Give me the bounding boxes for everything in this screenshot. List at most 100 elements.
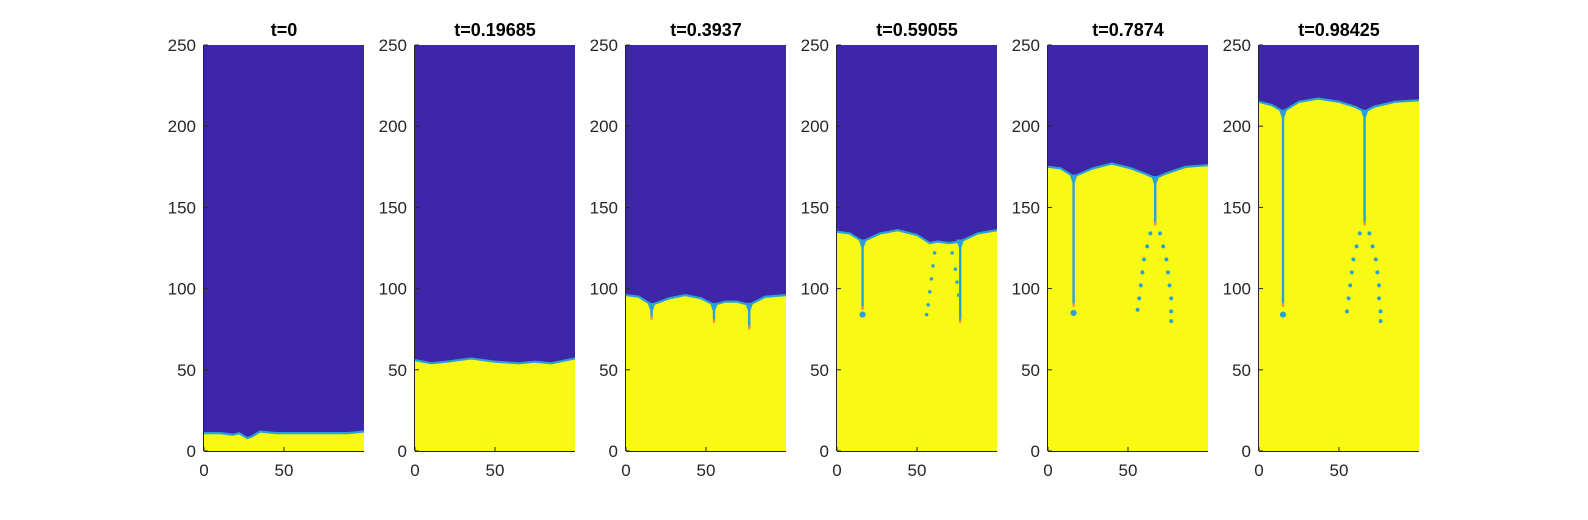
finger-2 [956, 239, 965, 322]
finger-tip [1154, 221, 1157, 226]
interface-line [1258, 97, 1420, 113]
droplet [1145, 244, 1150, 249]
droplet [950, 251, 954, 255]
y-tick-label: 150 [801, 198, 829, 217]
droplet [1137, 296, 1142, 301]
y-tick-label: 150 [1012, 198, 1040, 217]
panel-title: t=0.98425 [1298, 20, 1380, 40]
droplet [1351, 257, 1356, 262]
droplet [1348, 283, 1353, 288]
x-tick-label: 0 [1254, 461, 1263, 480]
y-tick-label: 200 [801, 117, 829, 136]
droplet [1367, 231, 1372, 236]
droplet [1169, 309, 1174, 314]
finger-2 [1360, 109, 1369, 224]
y-tick-label: 50 [1021, 361, 1040, 380]
x-tick-label: 50 [1330, 461, 1349, 480]
finger-2 [1151, 176, 1160, 224]
finger-1 [647, 302, 656, 318]
droplet [1148, 231, 1153, 236]
y-tick-label: 0 [1242, 442, 1251, 461]
y-tick-label: 200 [1012, 117, 1040, 136]
droplet [1167, 283, 1172, 288]
droplet [1142, 257, 1146, 262]
y-tick-label: 200 [590, 117, 618, 136]
panel-title: t=0.7874 [1092, 20, 1164, 40]
droplet [956, 293, 961, 297]
droplet [1345, 309, 1349, 314]
droplet [1370, 244, 1375, 249]
y-tick-label: 50 [1232, 361, 1251, 380]
interface-line [1047, 162, 1209, 180]
x-tick-label: 50 [275, 461, 294, 480]
droplet [1169, 319, 1174, 324]
droplet [1357, 231, 1362, 236]
finger-tip [713, 319, 715, 324]
phase-bottom-region [1259, 98, 1419, 451]
y-tick-label: 50 [810, 361, 829, 380]
y-tick-label: 0 [187, 442, 196, 461]
droplet [1377, 296, 1381, 301]
droplet [926, 303, 930, 307]
droplet [1169, 296, 1174, 301]
finger-1 [1069, 174, 1078, 305]
y-tick-label: 100 [168, 280, 196, 299]
panel-title: t=0.3937 [670, 20, 742, 40]
droplet [955, 280, 959, 284]
y-tick-label: 250 [1223, 36, 1251, 55]
x-tick-label: 50 [1119, 461, 1138, 480]
droplet [1373, 257, 1378, 262]
y-tick-label: 0 [1031, 442, 1040, 461]
y-tick-label: 250 [801, 36, 829, 55]
finger-tip [959, 319, 962, 324]
panel-1: 0 50 100 150 200 250 0 50 t=0 [168, 20, 365, 480]
y-tick-label: 0 [609, 442, 618, 461]
phase-top-region [204, 45, 364, 451]
y-tick-label: 250 [379, 36, 407, 55]
droplet [931, 264, 935, 268]
y-tick-label: 250 [168, 36, 196, 55]
x-tick-label: 0 [832, 461, 841, 480]
phase-bottom-region [415, 358, 575, 451]
panel-2: 0 50 100 150 200 250 0 50 t=0.19685 [379, 20, 576, 480]
y-tick-label: 150 [590, 198, 618, 217]
y-tick-label: 250 [590, 36, 618, 55]
finger-tip [1363, 221, 1366, 226]
y-tick-label: 150 [168, 198, 196, 217]
droplet [1349, 270, 1354, 275]
x-tick-label: 50 [697, 461, 716, 480]
droplet [928, 290, 932, 294]
panel-4: 0 50 100 150 200 250 0 50 t=0.59055 [801, 20, 998, 480]
y-tick-label: 100 [801, 280, 829, 299]
x-tick-label: 0 [410, 461, 419, 480]
x-tick-label: 0 [621, 461, 630, 480]
phase-bottom-region [626, 295, 786, 451]
y-tick-label: 0 [820, 442, 829, 461]
finger-tip [861, 306, 864, 311]
droplet [1166, 270, 1170, 275]
finger-tip [1282, 302, 1284, 307]
panel-5: 0 50 100 150 200 250 0 50 t=0.7874 [1012, 20, 1209, 480]
panel-title: t=0.19685 [454, 20, 536, 40]
droplet [1378, 309, 1383, 314]
droplet [929, 277, 934, 281]
interface-line [204, 430, 365, 440]
y-tick-label: 200 [1223, 117, 1251, 136]
y-tick-label: 50 [599, 361, 618, 380]
x-tick-label: 0 [199, 461, 208, 480]
finger-1 [858, 239, 867, 309]
y-tick-label: 200 [379, 117, 407, 136]
finger-tip [1072, 302, 1075, 307]
y-tick-label: 0 [398, 442, 407, 461]
y-tick-label: 100 [1223, 280, 1251, 299]
droplet [1164, 257, 1169, 262]
droplet [1279, 311, 1287, 318]
finger-1 [1279, 109, 1287, 305]
phase-bottom-region [837, 230, 997, 451]
panel-title: t=0.59055 [876, 20, 958, 40]
droplet [1158, 231, 1162, 236]
droplet [1140, 270, 1145, 275]
finger-tip [748, 325, 751, 330]
droplet [953, 267, 958, 271]
